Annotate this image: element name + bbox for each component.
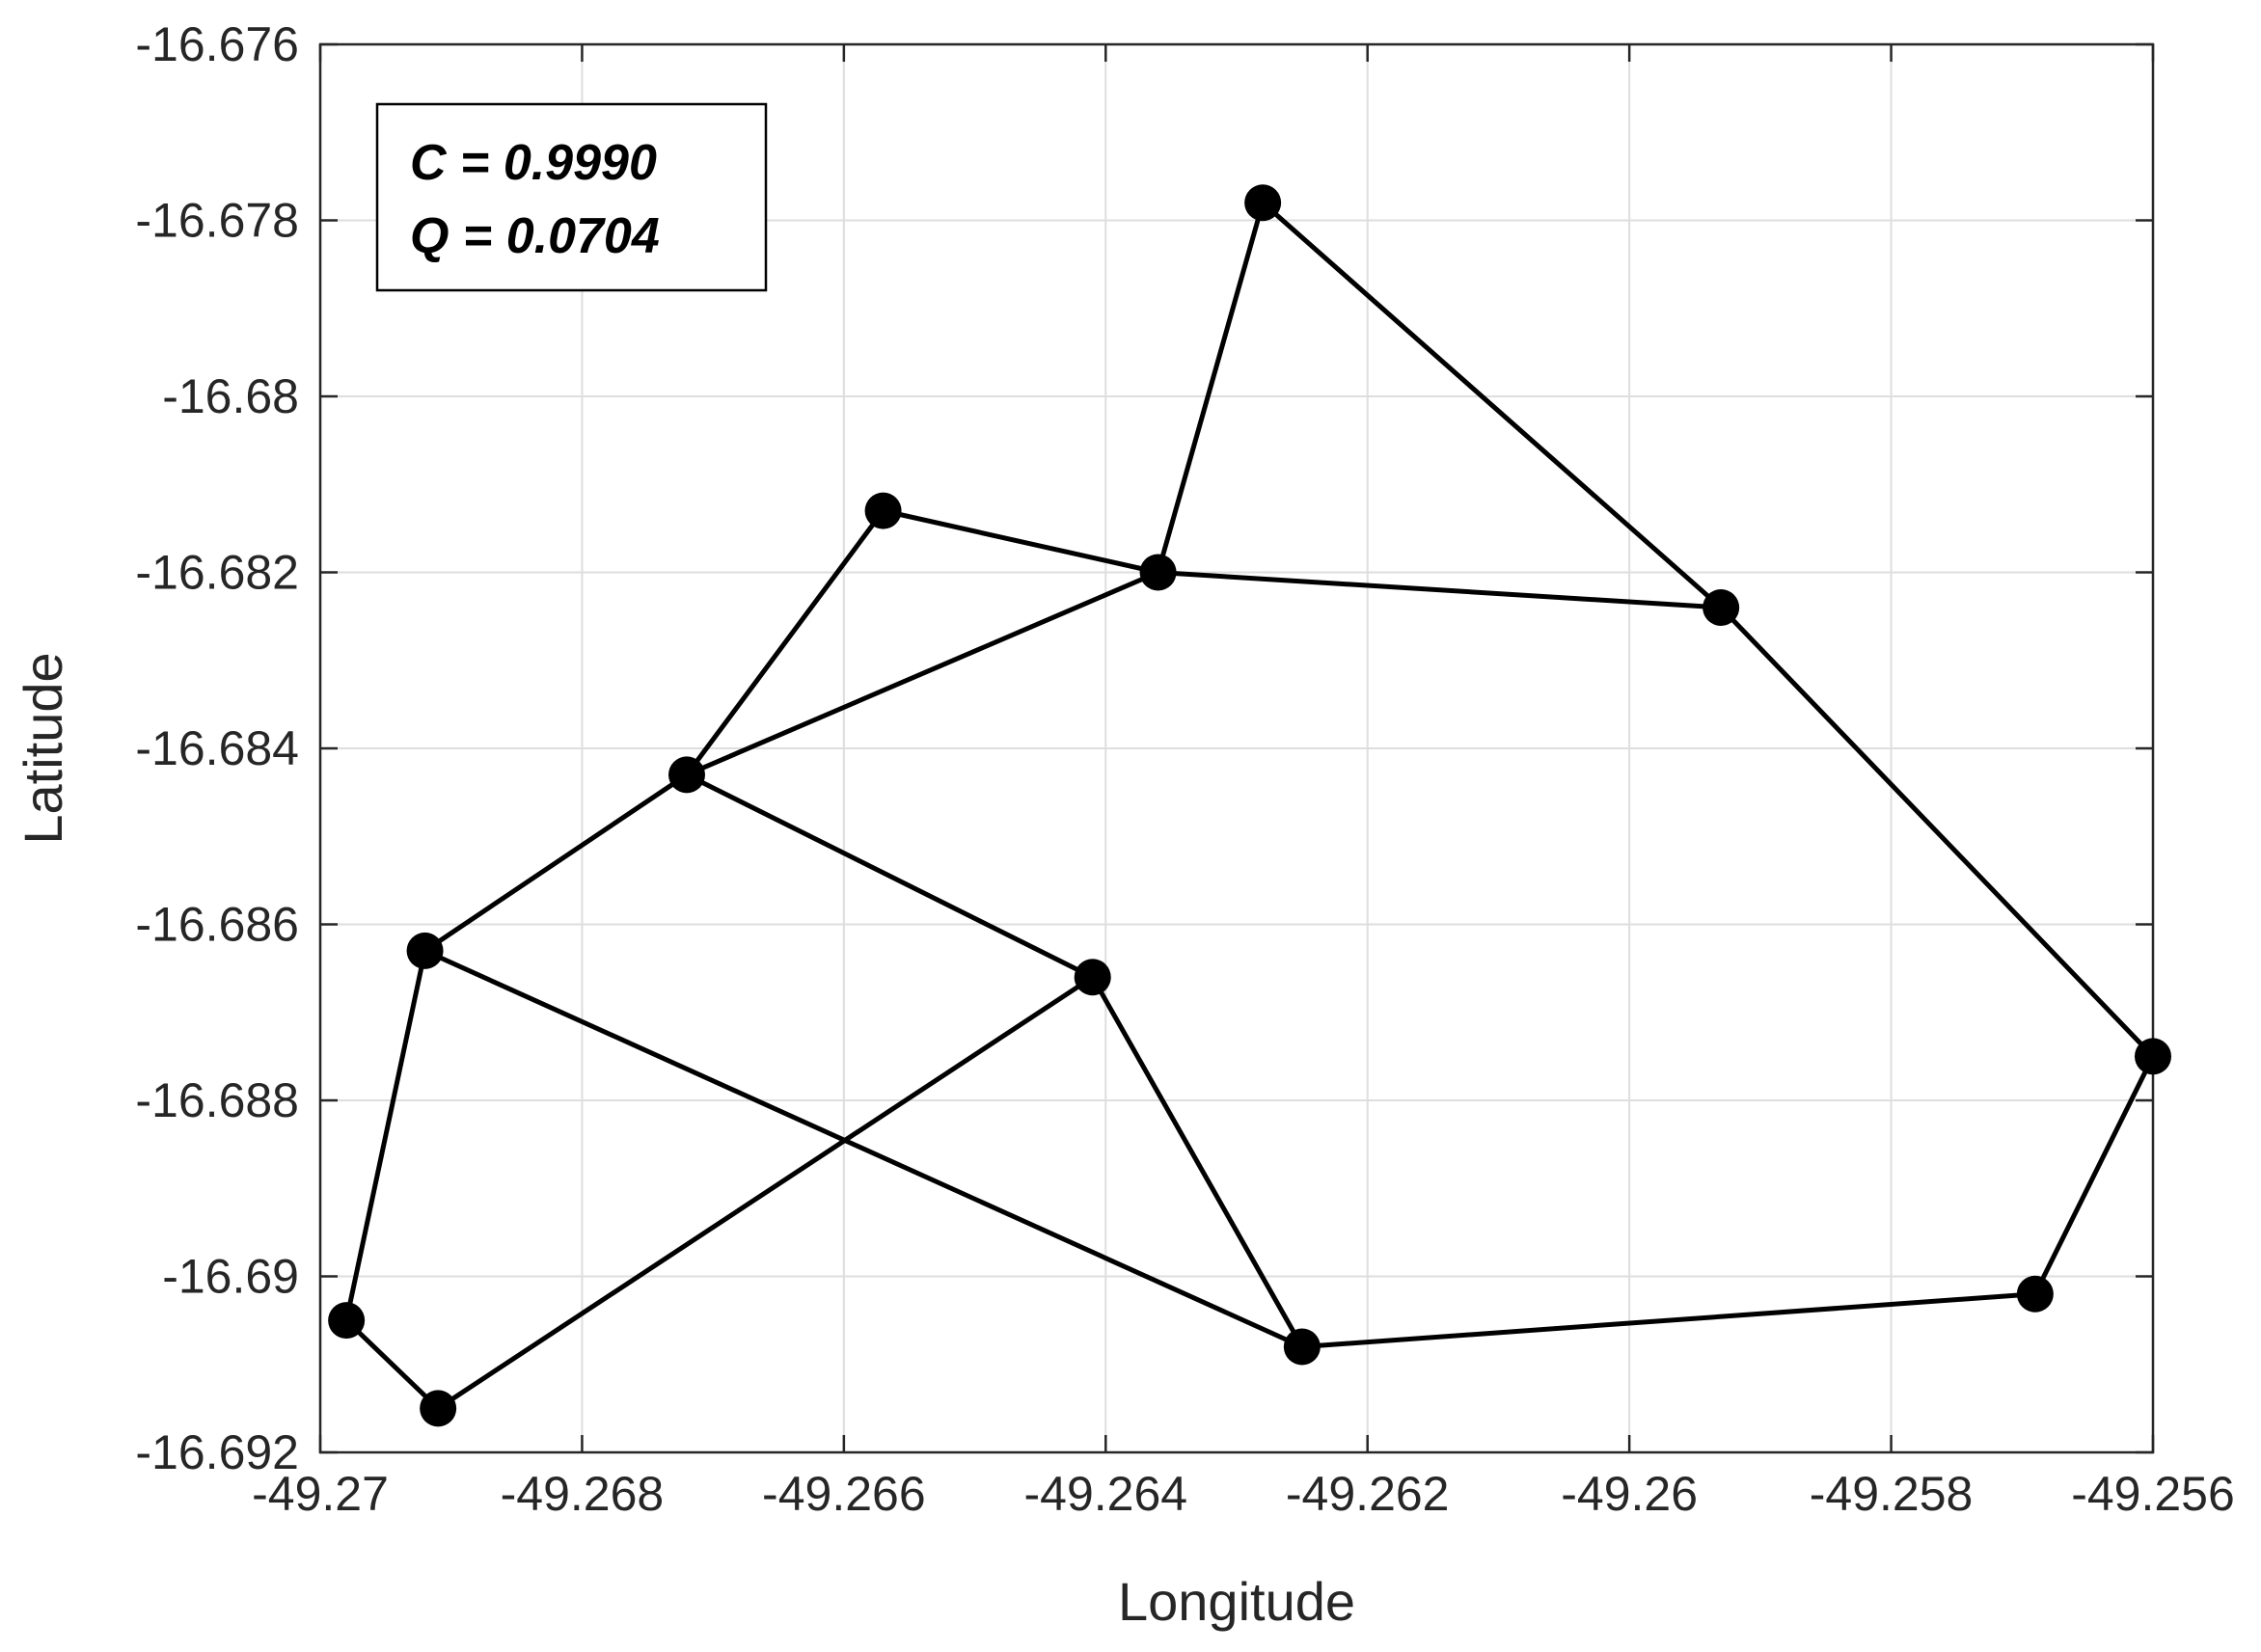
y-tick-label: -16.68 xyxy=(162,369,299,423)
plot-area-frame xyxy=(318,42,2155,1454)
y-tick-labels: -16.676 -16.678 -16.68 -16.682 -16.684 -16.68… xyxy=(135,17,299,1479)
network-edge xyxy=(684,570,1161,777)
network-node xyxy=(328,1302,366,1340)
network-edge xyxy=(1718,605,2156,1059)
network-node xyxy=(1244,184,1282,222)
network-node xyxy=(406,932,444,969)
network-node xyxy=(2135,1038,2171,1075)
network-node xyxy=(1074,959,1111,996)
y-tick-label: -16.686 xyxy=(135,898,299,952)
network-node xyxy=(1139,554,1177,591)
network-edge xyxy=(1156,200,1266,575)
y-tick-label: -16.69 xyxy=(162,1250,299,1304)
annotation-frame xyxy=(375,102,768,292)
network-edge xyxy=(1299,1291,2038,1349)
x-tick-label: -49.27 xyxy=(252,1467,389,1521)
x-tick-label: -49.258 xyxy=(1810,1467,1974,1521)
annotation-box: C = 0.9990 Q = 0.0704 xyxy=(375,102,768,292)
network-edges xyxy=(343,200,2156,1411)
network-edge xyxy=(684,772,1096,980)
network-edge xyxy=(1090,974,1305,1349)
y-axis-title: Latitude xyxy=(13,652,73,844)
network-node xyxy=(1703,589,1740,626)
x-tick-labels: -49.27 -49.268 -49.266 -49.264 -49.262 -49.26… xyxy=(252,1467,2235,1521)
annotation-q-value: Q = 0.0704 xyxy=(410,208,660,264)
network-node xyxy=(864,492,902,529)
x-tick-label: -49.26 xyxy=(1561,1467,1698,1521)
network-edge xyxy=(343,948,428,1323)
network-node xyxy=(420,1390,457,1427)
y-tick-label: -16.678 xyxy=(135,194,299,248)
x-axis-title: Longitude xyxy=(1118,1571,1355,1632)
network-edge xyxy=(422,948,1305,1349)
annotation-c-value: C = 0.9990 xyxy=(410,135,657,191)
network-nodes xyxy=(328,184,2171,1427)
network-edge xyxy=(435,974,1096,1411)
x-tick-label: -49.266 xyxy=(762,1467,926,1521)
y-tick-label: -16.682 xyxy=(135,546,299,600)
x-tick-label: -49.256 xyxy=(2071,1467,2235,1521)
network-edge xyxy=(422,772,690,954)
network-edge xyxy=(343,1317,441,1411)
network-edge xyxy=(684,508,886,777)
network-edge xyxy=(2032,1053,2156,1297)
x-tick-label: -49.268 xyxy=(501,1467,665,1521)
network-edge xyxy=(881,508,1161,575)
network-node xyxy=(1283,1328,1321,1366)
y-tick-label: -16.684 xyxy=(135,721,299,775)
x-tick-label: -49.264 xyxy=(1023,1467,1187,1521)
network-edge xyxy=(1260,200,1724,610)
y-tick-label: -16.688 xyxy=(135,1073,299,1127)
network-node xyxy=(2016,1275,2054,1313)
x-tick-label: -49.262 xyxy=(1286,1467,1450,1521)
network-node xyxy=(668,756,705,794)
network-edge xyxy=(1156,570,1724,610)
y-tick-label: -16.676 xyxy=(135,17,299,71)
y-tick-label: -16.692 xyxy=(135,1425,299,1479)
